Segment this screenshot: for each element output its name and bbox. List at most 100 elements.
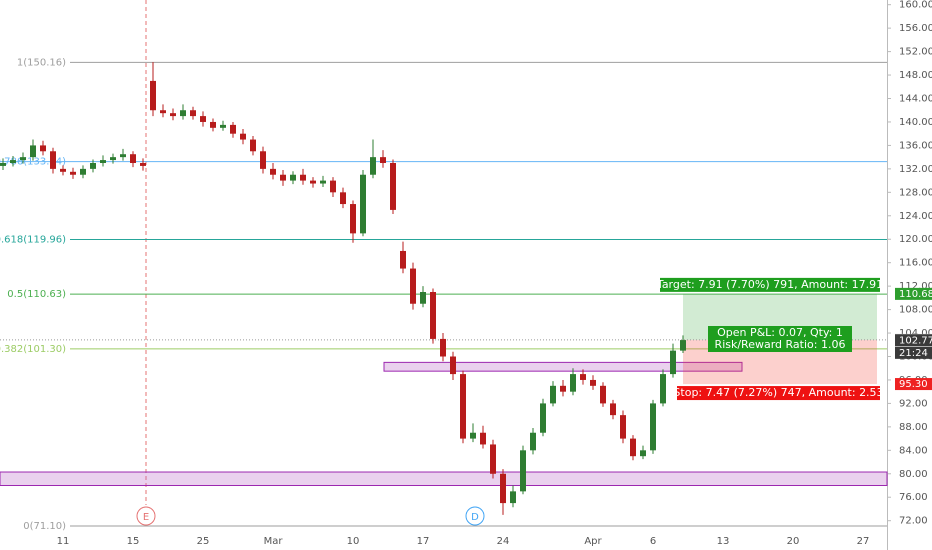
candle-body bbox=[210, 121, 216, 128]
zone bbox=[0, 471, 888, 487]
candle-body bbox=[300, 174, 306, 181]
candle-body bbox=[150, 80, 156, 111]
fib-label: 0.5(110.63) bbox=[7, 289, 66, 300]
price-tag-label: 110.68 bbox=[899, 289, 932, 300]
candle-body bbox=[680, 340, 686, 351]
y-tick-label: 136.00 bbox=[899, 140, 932, 151]
candle-body bbox=[630, 438, 636, 457]
candle-body bbox=[230, 124, 236, 134]
candle-body bbox=[360, 174, 366, 234]
price-tag bbox=[895, 334, 932, 347]
y-tick-label: 156.00 bbox=[899, 23, 932, 34]
candle-body bbox=[240, 133, 246, 140]
candle-body bbox=[10, 160, 16, 164]
candle-body bbox=[250, 139, 256, 152]
candle-body bbox=[130, 154, 136, 164]
candle-body bbox=[430, 292, 436, 339]
y-tick-label: 72.00 bbox=[899, 516, 928, 527]
candle-body bbox=[390, 163, 396, 210]
price-tag bbox=[895, 378, 932, 391]
x-tick-label: 13 bbox=[717, 536, 730, 547]
fib-label: 0.618(119.96) bbox=[0, 234, 66, 245]
price-tag-label: 95.30 bbox=[899, 379, 928, 390]
candle-body bbox=[410, 268, 416, 304]
candle-body bbox=[40, 145, 46, 152]
y-tick-label: 76.00 bbox=[899, 492, 928, 503]
candle-body bbox=[200, 116, 206, 122]
candle-body bbox=[420, 292, 426, 304]
candle-body bbox=[160, 110, 166, 114]
stop-label: Stop: 7.47 (7.27%) 747, Amount: 2.53 bbox=[673, 386, 883, 399]
y-tick-label: 148.00 bbox=[899, 70, 932, 81]
y-tick-label: 144.00 bbox=[899, 94, 932, 105]
event-marker bbox=[465, 506, 485, 526]
candle-body bbox=[520, 450, 526, 492]
fib-label: 1(150.16) bbox=[17, 57, 66, 68]
y-tick-label: 120.00 bbox=[899, 234, 932, 245]
x-tick-label: 24 bbox=[497, 536, 510, 547]
candle-body bbox=[580, 374, 586, 380]
candle-body bbox=[470, 432, 476, 439]
y-tick-label: 152.00 bbox=[899, 47, 932, 58]
y-tick-label: 128.00 bbox=[899, 187, 932, 198]
price-tag-label: 21:24 bbox=[899, 348, 928, 359]
candle-body bbox=[540, 403, 546, 433]
y-tick-label: 160.00 bbox=[899, 0, 932, 11]
y-tick-label: 84.00 bbox=[899, 445, 928, 456]
candle-body bbox=[440, 338, 446, 357]
candle-body bbox=[380, 157, 386, 164]
price-tag bbox=[895, 346, 932, 359]
candle-body bbox=[370, 157, 376, 175]
candle-body bbox=[140, 163, 146, 166]
y-tick-label: 92.00 bbox=[899, 398, 928, 409]
candle-body bbox=[480, 432, 486, 445]
x-tick-label: Apr bbox=[584, 536, 602, 547]
x-tick-label: 17 bbox=[417, 536, 430, 547]
pnl-label: Open P&L: 0.07, Qty: 1 bbox=[717, 326, 843, 339]
candle-body bbox=[280, 174, 286, 181]
candle-body bbox=[530, 432, 536, 451]
candle-body bbox=[120, 154, 126, 158]
y-tick-label: 80.00 bbox=[899, 469, 928, 480]
x-tick-label: 20 bbox=[787, 536, 800, 547]
candle-body bbox=[310, 180, 316, 184]
y-tick-label: 132.00 bbox=[899, 164, 932, 175]
candle-body bbox=[290, 174, 296, 181]
x-tick-label: 6 bbox=[650, 536, 656, 547]
candle-body bbox=[670, 350, 676, 375]
ratio-label-box bbox=[708, 338, 852, 352]
candle-body bbox=[570, 374, 576, 392]
y-tick-label: 108.00 bbox=[899, 305, 932, 316]
candle-body bbox=[180, 110, 186, 117]
zone bbox=[383, 361, 743, 372]
y-tick-label: 112.00 bbox=[899, 281, 932, 292]
y-tick-label: 104.00 bbox=[899, 328, 932, 339]
x-tick-label: 27 bbox=[857, 536, 870, 547]
x-tick-label: Mar bbox=[264, 536, 284, 547]
candle-body bbox=[340, 192, 346, 205]
candle-body bbox=[260, 151, 266, 169]
y-tick-label: 116.00 bbox=[899, 258, 932, 269]
stop-label-box bbox=[677, 386, 880, 401]
candle-body bbox=[80, 168, 86, 175]
candle-body bbox=[100, 160, 106, 164]
candle-body bbox=[660, 374, 666, 404]
event-marker bbox=[136, 506, 156, 526]
candle-body bbox=[350, 204, 356, 234]
ratio-label: Risk/Reward Ratio: 1.06 bbox=[715, 338, 846, 351]
y-tick-label: 88.00 bbox=[899, 422, 928, 433]
x-tick-label: 15 bbox=[127, 536, 140, 547]
candle-body bbox=[450, 356, 456, 375]
event-label: D bbox=[471, 512, 479, 523]
candle-body bbox=[330, 180, 336, 193]
candle-body bbox=[500, 473, 506, 504]
candle-body bbox=[640, 450, 646, 457]
candle-body bbox=[50, 151, 56, 169]
candle-body bbox=[20, 157, 26, 161]
candle-body bbox=[460, 374, 466, 439]
candle-body bbox=[110, 157, 116, 161]
candle-body bbox=[70, 171, 76, 175]
fib-label: 0.786(133.24) bbox=[0, 157, 66, 168]
x-tick-label: 25 bbox=[197, 536, 210, 547]
